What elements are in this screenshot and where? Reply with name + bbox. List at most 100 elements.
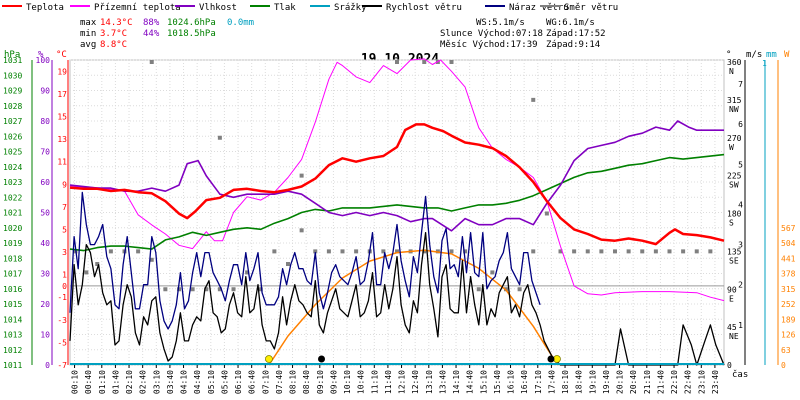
tick-x: 01:10 bbox=[98, 370, 107, 394]
legend-item: Přízemní teplota bbox=[70, 3, 181, 13]
tick-pct: 50 bbox=[40, 209, 50, 218]
wind-direction-point bbox=[286, 262, 290, 266]
wind-direction-point bbox=[354, 249, 359, 254]
axis-unit-mm: mm bbox=[766, 50, 777, 60]
tick-x: 06:40 bbox=[248, 370, 257, 394]
tick-temp: -3 bbox=[57, 316, 67, 325]
tick-x: 16:10 bbox=[507, 370, 516, 394]
tick-x: 03:40 bbox=[166, 370, 175, 394]
tick-ms: 1 bbox=[738, 321, 743, 330]
sun-moon-markers bbox=[265, 355, 561, 363]
tick-x: 00:10 bbox=[71, 370, 80, 394]
wind-direction-point bbox=[381, 249, 386, 254]
series-layer bbox=[69, 58, 725, 366]
tick-temp: 5 bbox=[62, 225, 67, 234]
wind-direction-point bbox=[108, 249, 113, 254]
tick-hpa: 1030 bbox=[3, 71, 22, 80]
tick-x: 00:40 bbox=[84, 370, 93, 394]
wind-direction-point bbox=[694, 249, 699, 254]
tick-temp: 19 bbox=[57, 67, 67, 76]
axes-layer: hPa% °C ° m/s mm W103110301029102810271026102… bbox=[3, 50, 796, 394]
chart-legend: Teplota Přízemní teplota Vlhkost Tlak Srážky… bbox=[2, 3, 618, 13]
tick-temp: 0 bbox=[62, 282, 67, 291]
wind-direction-point bbox=[149, 257, 154, 262]
wind-direction-point bbox=[395, 249, 399, 254]
tick-x: 06:10 bbox=[234, 370, 243, 394]
wind-direction-point bbox=[490, 270, 495, 275]
tick-w: 504 bbox=[781, 239, 796, 248]
axis-unit-w: W bbox=[784, 50, 790, 60]
tick-pct: 30 bbox=[40, 270, 50, 279]
tick-dir-name: W bbox=[729, 143, 734, 152]
tick-ms: 6 bbox=[738, 120, 743, 129]
wind-direction-point bbox=[517, 287, 522, 292]
tick-dir-name: N bbox=[729, 67, 734, 76]
tick-x: 05:40 bbox=[220, 370, 229, 394]
tick-hpa: 1025 bbox=[3, 148, 22, 157]
tick-temp: 15 bbox=[57, 112, 67, 121]
tick-temp: 13 bbox=[57, 135, 67, 144]
stats-row-label: max bbox=[80, 18, 97, 28]
wind-direction-point bbox=[313, 249, 318, 254]
tick-x: 01:40 bbox=[111, 370, 120, 394]
tick-hpa: 1020 bbox=[3, 224, 22, 233]
tick-dir-name: SE bbox=[729, 256, 739, 265]
tick-x: 05:10 bbox=[207, 370, 216, 394]
tick-hpa: 1027 bbox=[3, 117, 22, 126]
legend-label: Tlak bbox=[274, 3, 296, 13]
tick-ms: 5 bbox=[738, 160, 743, 169]
wind-direction-point bbox=[422, 249, 427, 254]
wind-direction-point bbox=[84, 270, 89, 275]
x-axis-label: čas bbox=[732, 369, 748, 380]
tick-ms: 7 bbox=[738, 80, 743, 89]
tick-dir: 180 bbox=[727, 210, 742, 219]
stats-pressure: 1024.6hPa bbox=[167, 18, 216, 28]
tick-pct: 80 bbox=[40, 117, 50, 126]
tick-w: 189 bbox=[781, 315, 796, 324]
tick-hpa: 1023 bbox=[3, 178, 22, 187]
wind-direction-point bbox=[340, 249, 345, 254]
tick-x: 16:40 bbox=[520, 370, 529, 394]
tick-x: 14:40 bbox=[466, 370, 475, 394]
stats-ws: WS:5.1m/s bbox=[476, 18, 525, 28]
wind-direction-point bbox=[531, 97, 536, 102]
tick-hpa: 1014 bbox=[3, 315, 22, 324]
legend-label: Srážky bbox=[334, 3, 367, 13]
moon-marker bbox=[318, 355, 326, 363]
tick-x: 14:10 bbox=[452, 370, 461, 394]
tick-temp: 3 bbox=[62, 248, 67, 257]
legend-label: Směr větru bbox=[564, 3, 618, 13]
tick-hpa: 1016 bbox=[3, 285, 22, 294]
sun-marker bbox=[553, 355, 561, 363]
tick-pct: 20 bbox=[40, 300, 50, 309]
tick-dir: 90 bbox=[727, 285, 737, 294]
tick-temp: 9 bbox=[62, 180, 67, 189]
series-line bbox=[69, 231, 725, 366]
series-line bbox=[69, 58, 725, 302]
tick-dir: 0 bbox=[727, 361, 732, 370]
series-line bbox=[69, 191, 541, 330]
stats-humidity: 44% bbox=[143, 29, 160, 39]
tick-x: 09:10 bbox=[316, 370, 325, 394]
wind-direction-point bbox=[422, 60, 427, 64]
tick-x: 22:10 bbox=[670, 370, 679, 394]
stats-panel: max 14.3°C 88% 1024.6hPa 0.0mm min 3.7°C 44% 101… bbox=[80, 18, 606, 50]
stats-row-label: avg bbox=[80, 40, 96, 50]
series-line bbox=[69, 153, 725, 252]
tick-pct: 90 bbox=[40, 87, 50, 96]
tick-x: 22:40 bbox=[684, 370, 693, 394]
series-line bbox=[268, 249, 559, 366]
tick-x: 18:40 bbox=[575, 370, 584, 394]
axis-unit-dir: ° bbox=[726, 50, 731, 60]
tick-x: 08:10 bbox=[289, 370, 298, 394]
tick-temp: -5 bbox=[57, 338, 67, 347]
tick-x: 07:40 bbox=[275, 370, 284, 394]
wind-direction-point bbox=[204, 287, 209, 292]
tick-x: 13:40 bbox=[438, 370, 447, 394]
axis-unit-hpa: hPa bbox=[4, 50, 20, 60]
series-line bbox=[69, 120, 724, 232]
wind-direction-point bbox=[613, 249, 617, 254]
axis-unit-ms: m/s bbox=[746, 50, 762, 60]
tick-pct: 100 bbox=[36, 56, 51, 65]
tick-x: 10:40 bbox=[357, 370, 366, 394]
